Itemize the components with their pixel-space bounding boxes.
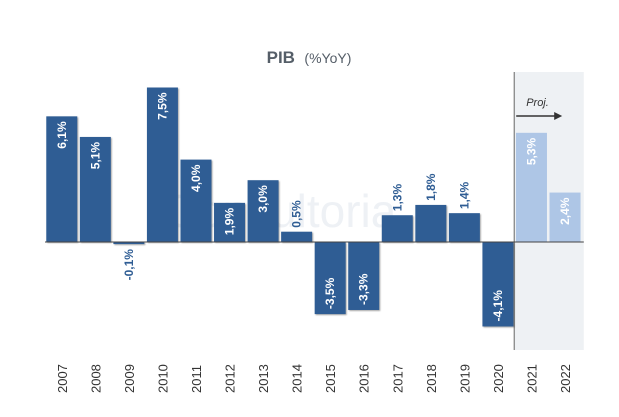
bar-2008 — [79, 136, 111, 242]
data-label-2009: -0,1% — [122, 249, 136, 281]
x-tick-2019: 2019 — [457, 364, 472, 393]
x-tick-2014: 2014 — [290, 364, 305, 393]
x-tick-2013: 2013 — [256, 364, 271, 393]
data-label-2011: 4,0% — [189, 164, 203, 192]
plot-area: Proj.Consultoria6,1%20075,1%2008-0,1%200… — [45, 72, 584, 393]
x-tick-2018: 2018 — [424, 364, 439, 393]
x-tick-2017: 2017 — [390, 364, 405, 393]
data-label-2012: 1,9% — [223, 208, 237, 236]
x-tick-2016: 2016 — [357, 364, 372, 393]
data-label-2013: 3,0% — [256, 185, 270, 213]
bar-2013 — [247, 180, 279, 242]
x-tick-2012: 2012 — [223, 364, 238, 393]
x-tick-2020: 2020 — [491, 364, 506, 393]
data-label-2010: 7,5% — [155, 92, 169, 120]
x-tick-2022: 2022 — [558, 364, 573, 393]
bar-2015 — [314, 242, 346, 315]
data-label-2020: -4,1% — [491, 290, 505, 322]
data-label-2021: 5,3% — [524, 137, 538, 165]
bar-2007 — [46, 116, 78, 242]
bar-2022 — [549, 192, 581, 242]
x-tick-2011: 2011 — [189, 365, 204, 393]
bar-2010 — [146, 87, 178, 242]
bar-2012 — [214, 202, 246, 242]
x-tick-2008: 2008 — [88, 364, 103, 393]
chart-title-main: PIB — [267, 48, 295, 67]
x-tick-2007: 2007 — [55, 364, 70, 393]
bar-2018 — [415, 204, 447, 242]
data-label-2018: 1,8% — [424, 173, 438, 201]
bar-2009 — [113, 242, 145, 245]
data-label-2008: 5,1% — [88, 142, 102, 170]
bar-2021 — [515, 132, 547, 242]
x-tick-2009: 2009 — [122, 364, 137, 393]
bar-2014 — [281, 231, 313, 242]
data-label-2007: 6,1% — [55, 121, 69, 149]
x-tick-2015: 2015 — [323, 364, 338, 393]
data-label-2014: 0,5% — [290, 200, 304, 228]
data-label-2015: -3,5% — [323, 277, 337, 309]
chart-title-sub: (%YoY) — [304, 50, 351, 66]
x-tick-2010: 2010 — [155, 364, 170, 393]
projection-label: Proj. — [526, 97, 549, 109]
bar-2011 — [180, 159, 212, 242]
data-label-2017: 1,3% — [390, 184, 404, 212]
bar-2017 — [381, 215, 413, 242]
bar-2016 — [348, 242, 380, 310]
x-tick-2021: 2021 — [524, 364, 539, 393]
data-label-2016: -3,3% — [357, 273, 371, 305]
chart-title: PIB (%YoY) — [267, 48, 352, 67]
projection-arrow-head — [554, 112, 563, 120]
data-label-2019: 1,4% — [457, 181, 471, 209]
bar-2019 — [448, 213, 480, 242]
bar-2020 — [482, 242, 514, 327]
data-label-2022: 2,4% — [558, 197, 572, 225]
